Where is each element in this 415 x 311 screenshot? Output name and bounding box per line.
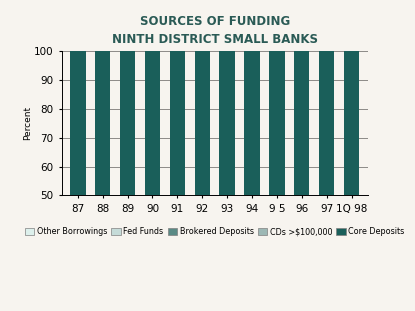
Bar bbox=[170, 0, 185, 195]
Bar bbox=[269, 0, 285, 195]
Bar bbox=[70, 0, 85, 195]
Bar bbox=[294, 0, 310, 195]
Bar bbox=[145, 0, 160, 195]
Title: SOURCES OF FUNDING
NINTH DISTRICT SMALL BANKS: SOURCES OF FUNDING NINTH DISTRICT SMALL … bbox=[112, 15, 317, 46]
Legend: Other Borrowings, Fed Funds, Brokered Deposits, CDs >$100,000, Core Deposits: Other Borrowings, Fed Funds, Brokered De… bbox=[22, 224, 408, 239]
Y-axis label: Percent: Percent bbox=[23, 106, 32, 141]
Bar bbox=[95, 0, 110, 195]
Bar bbox=[220, 0, 235, 195]
Bar bbox=[244, 0, 260, 195]
Bar bbox=[120, 0, 135, 195]
Bar bbox=[344, 0, 359, 195]
Bar bbox=[195, 0, 210, 195]
Bar bbox=[319, 0, 334, 195]
